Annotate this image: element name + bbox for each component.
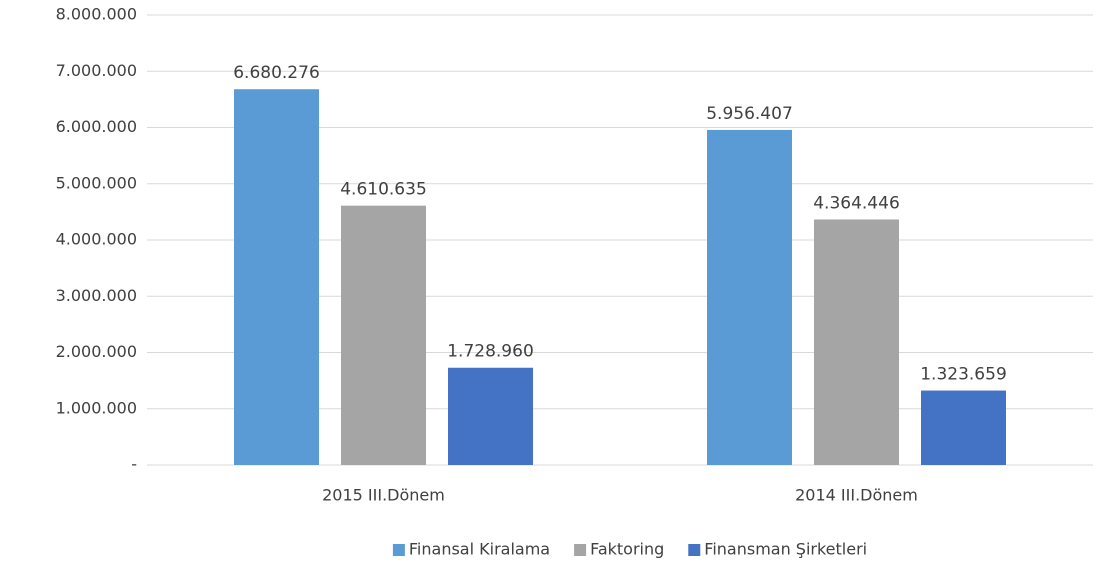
data-label: 6.680.276 bbox=[233, 63, 320, 83]
data-label: 1.728.960 bbox=[447, 342, 534, 362]
bar bbox=[814, 219, 899, 465]
legend-swatch bbox=[574, 544, 587, 556]
bar bbox=[341, 205, 426, 465]
x-tick-label: 2014 III.Dönem bbox=[795, 486, 918, 505]
data-label: 1.323.659 bbox=[920, 365, 1007, 385]
y-tick-label: 1.000.000 bbox=[56, 398, 137, 417]
y-tick-label: 6.000.000 bbox=[56, 117, 137, 136]
bar bbox=[921, 390, 1006, 465]
legend-label: Finansman Şirketleri bbox=[704, 540, 867, 559]
y-tick-label: - bbox=[131, 455, 137, 474]
bar bbox=[707, 129, 792, 466]
y-tick-label: 8.000.000 bbox=[56, 5, 137, 24]
y-tick-label: 5.000.000 bbox=[56, 173, 137, 192]
legend-swatch bbox=[688, 544, 701, 556]
data-label: 4.610.635 bbox=[340, 180, 427, 200]
legend-swatch bbox=[392, 544, 405, 556]
data-label: 5.956.407 bbox=[706, 104, 793, 124]
bar bbox=[448, 367, 533, 465]
y-tick-label: 2.000.000 bbox=[56, 342, 137, 361]
y-tick-label: 3.000.000 bbox=[56, 286, 137, 305]
bar bbox=[234, 89, 319, 466]
legend-label: Finansal Kiralama bbox=[409, 540, 550, 559]
y-tick-label: 4.000.000 bbox=[56, 230, 137, 249]
data-label: 4.364.446 bbox=[813, 193, 900, 213]
x-tick-label: 2015 III.Dönem bbox=[322, 486, 445, 505]
legend-label: Faktoring bbox=[590, 540, 664, 559]
y-tick-label: 7.000.000 bbox=[56, 61, 137, 80]
